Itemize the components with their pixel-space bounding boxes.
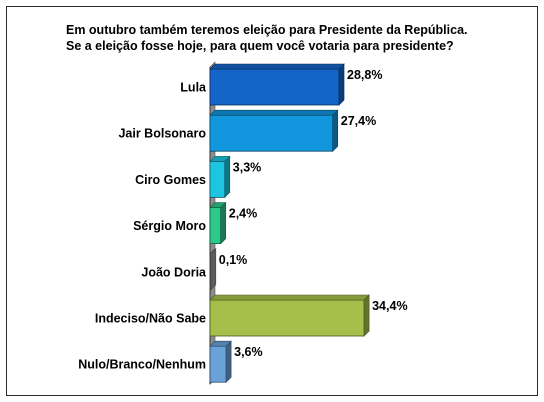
category-label-lula: Lula [180,81,207,95]
value-label-jair-bolsonaro: 27,4% [341,114,376,128]
bar-top-indeciso-nao-sabe [209,294,370,301]
value-label-indeciso-nao-sabe: 34,4% [372,299,407,313]
chart-title-line-2: Se a eleição fosse hoje, para quem você … [66,39,454,53]
chart-title: Em outubro também teremos eleição para P… [66,22,526,54]
bar-top-jair-bolsonaro [209,109,339,116]
bar-lula [209,63,345,106]
bar-joao-doria [209,248,217,291]
value-label-ciro-gomes: 3,3% [233,160,262,174]
bar-side-nulo-branco-nenhum [225,340,232,383]
bar-side-jair-bolsonaro [332,109,339,152]
bar-side-joao-doria [210,248,217,291]
category-label-indeciso-nao-sabe: Indeciso/Não Sabe [95,312,206,326]
bar-jair-bolsonaro [209,109,339,152]
bar-ciro-gomes [209,155,231,199]
bar-indeciso-nao-sabe [209,294,370,337]
bar-front-nulo-branco-nenhum [209,345,227,383]
bar-side-indeciso-nao-sabe [363,294,370,337]
chart-title-line-1: Em outubro também teremos eleição para P… [66,23,468,37]
value-label-nulo-branco-nenhum: 3,6% [234,345,262,359]
bar-front-jair-bolsonaro [209,114,334,152]
bar-front-sergio-moro [209,207,222,245]
bar-front-ciro-gomes [209,160,226,198]
category-label-joao-doria: João Doria [141,265,207,279]
category-label-nulo-branco-nenhum: Nulo/Branco/Nenhum [78,358,206,372]
bar-front-indeciso-nao-sabe [209,299,365,337]
category-label-sergio-moro: Sérgio Moro [133,219,206,233]
category-label-ciro-gomes: Ciro Gomes [135,173,206,187]
bar-top-lula [209,63,345,70]
value-label-joao-doria: 0,1% [219,253,248,267]
bar-nulo-branco-nenhum [209,340,232,383]
category-label-jair-bolsonaro: Jair Bolsonaro [118,127,206,141]
value-label-sergio-moro: 2,4% [229,207,258,221]
bar-side-sergio-moro [220,201,227,245]
value-label-lula: 28,8% [347,68,382,82]
bar-side-lula [338,63,345,106]
bar-front-lula [209,68,340,106]
bar-sergio-moro [209,201,227,245]
bar-side-ciro-gomes [224,155,231,199]
